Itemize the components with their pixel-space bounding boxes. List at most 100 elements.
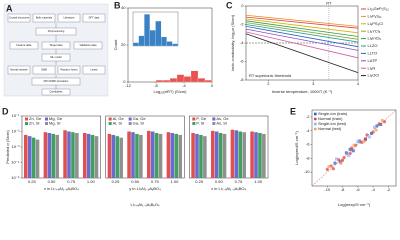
legend-swatch [212, 122, 216, 125]
y-tick-label: 0 [123, 79, 126, 84]
x-axis-label: Log₁₀(σRT) (S/cm) [154, 89, 188, 94]
bar [107, 133, 112, 178]
series-line [245, 18, 359, 34]
flow-box [57, 13, 81, 23]
x-tick-label: 0.50 [48, 179, 57, 184]
series-line [245, 33, 359, 73]
x-tick-label: 0.25 [112, 179, 121, 184]
x-tick-label: 1.00 [171, 179, 180, 184]
legend-swatch [192, 117, 196, 121]
bar [27, 136, 32, 178]
bar [191, 133, 195, 178]
bar [214, 131, 219, 178]
x-tick-label: 3 [312, 81, 315, 86]
point [363, 138, 368, 142]
flow-box [32, 13, 56, 23]
point [367, 135, 371, 139]
y-tick-label: -8 [306, 155, 310, 160]
bar [115, 136, 120, 178]
bar [71, 132, 75, 178]
y-tick-label: 40 [121, 5, 126, 10]
bar [90, 134, 95, 178]
y-tick-label: 10⁻³ [12, 144, 21, 149]
bar [119, 137, 123, 178]
bar [75, 133, 79, 178]
bar [135, 133, 139, 178]
bar [204, 80, 213, 83]
x-tick-label: 0.25 [195, 179, 204, 184]
legend-swatch [128, 117, 132, 121]
bar [178, 134, 182, 178]
x-tick-label: 0.25 [28, 179, 37, 184]
legend-label: P, Si [196, 121, 204, 126]
bar [199, 134, 203, 178]
bar [183, 76, 192, 83]
flow-box [32, 65, 56, 75]
bar [174, 133, 179, 178]
diagonal [311, 109, 397, 187]
point [374, 128, 378, 132]
y-axis-label: Predicted σ (S/cm) [5, 130, 10, 164]
point [356, 140, 360, 144]
x-tick-label: 2 [267, 81, 270, 86]
legend-label: Zn, Ge [29, 116, 42, 121]
point [339, 161, 343, 165]
legend-label: Zn, Si [29, 121, 40, 126]
bar [166, 41, 173, 47]
flowchart: A Crystal structures Bulk materials Lite… [3, 3, 109, 97]
plot-frame [311, 109, 397, 187]
bar [131, 132, 135, 178]
legend-label: LATP [368, 58, 378, 63]
point [334, 157, 338, 161]
point [373, 125, 377, 129]
panel-x-label: x in Li₇₋ₓAl₁₋ₓAₓBO₄ [211, 186, 246, 191]
bar [154, 133, 159, 178]
bar [254, 132, 258, 178]
point [344, 151, 348, 155]
bar [190, 70, 199, 83]
y-tick-label: -4 [240, 40, 244, 45]
x-tick-label: 0.50 [131, 179, 140, 184]
flow-text: Preprocessing [48, 29, 65, 33]
y-tick-label: -10 [304, 169, 311, 174]
legend-swatch [25, 122, 28, 125]
point [352, 143, 356, 147]
plot-frame [105, 115, 185, 179]
bar [210, 130, 215, 178]
legend-swatch [128, 122, 132, 125]
bar [242, 132, 246, 178]
bar [158, 133, 163, 178]
y-tick-label: 10⁻² [12, 129, 21, 134]
flow-text: DFT data [89, 16, 100, 20]
y-tick-label: 10⁻¹ [12, 113, 21, 118]
flow-text: Feature table [16, 43, 32, 47]
x-axis-label: Inverse temperature, 1000/T (K⁻¹) [272, 89, 333, 94]
bar [63, 130, 67, 178]
flow-box [82, 13, 106, 23]
flow-text: ML model [50, 55, 62, 59]
panel-label: E [290, 106, 296, 116]
point [382, 120, 387, 124]
point [362, 140, 366, 144]
bar [132, 42, 139, 47]
x-tick-label: -10 [324, 187, 331, 192]
panel-label: C [226, 0, 233, 10]
legend-swatch [192, 122, 196, 125]
x-axis-label: Log(σexp/S·cm⁻¹) [338, 202, 371, 207]
series-line [245, 16, 359, 29]
point [365, 133, 369, 137]
legend-label: As, Ge [216, 116, 229, 121]
series-line [245, 31, 359, 59]
panel-x-label: y in Li₇Al₁₋ᵧAᵧBO₄ [129, 186, 161, 191]
plot-frame [189, 115, 269, 179]
y-tick-label: -2 [240, 22, 244, 27]
legend-swatch [45, 117, 48, 121]
bar [149, 30, 156, 47]
bar [43, 132, 48, 178]
series-line [245, 25, 359, 48]
panel-label: B [114, 0, 121, 10]
bar [111, 134, 116, 178]
x-tick-label: -2 [387, 187, 391, 192]
series-line [245, 14, 359, 27]
x-tick-label: 0 [211, 83, 214, 88]
